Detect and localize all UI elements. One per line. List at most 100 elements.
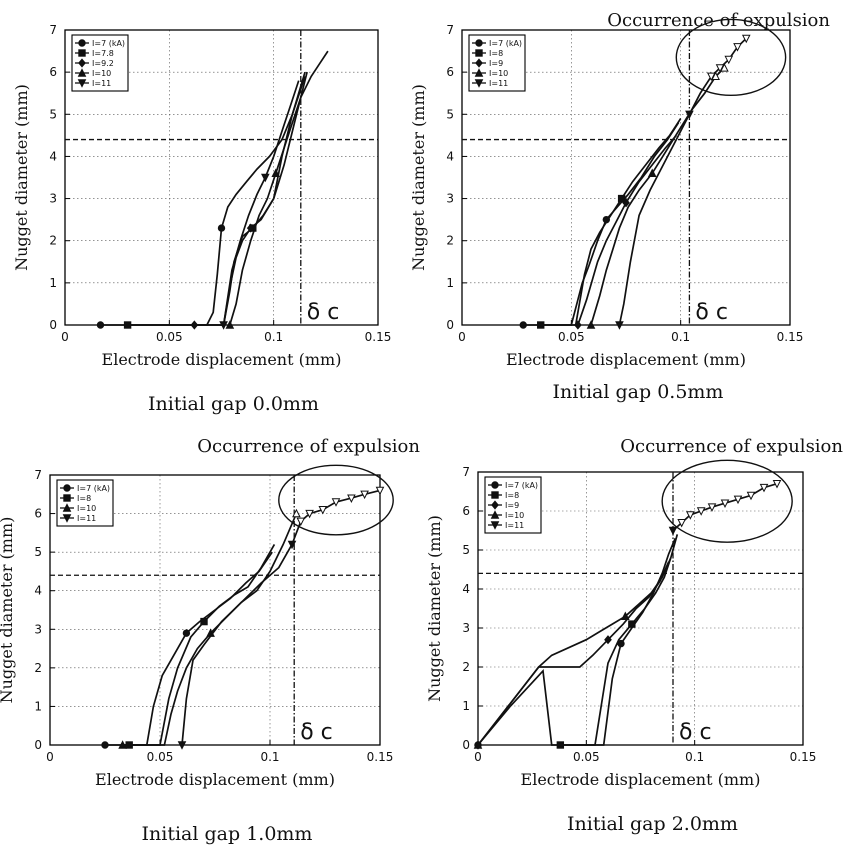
y-tick-label: 0 [462,738,470,752]
series-line-5 [222,80,300,326]
y-tick-label: 2 [49,234,57,248]
data-point-marker [287,540,297,550]
y-axis-title: Nugget diameter (mm) [425,515,444,702]
x-axis-title: Electrode displacement (mm) [102,350,342,369]
data-point-marker [519,321,527,329]
data-point-marker [746,491,756,501]
data-point-marker [296,517,306,527]
chart-panel-4: 0 0.05 0.1 0.15 0 1 2 3 4 5 6 7 Electrode displaceme… [425,436,843,835]
plot-frame [461,29,791,326]
x-axis-title: Electrode displacement (mm) [521,770,761,789]
data-point-marker [318,506,328,515]
series-line-1 [105,551,273,746]
legend-entry: I=11 [92,79,111,88]
chart-panel-2: 0 0.05 0.1 0.15 0 1 2 3 4 5 6 7 Electrode displaceme… [409,10,830,403]
legend-entry: I=10 [77,504,96,513]
data-point-marker [677,519,686,528]
x-tick-label: 0.1 [685,750,704,764]
series-line-4 [590,67,725,326]
data-point-marker [271,168,281,177]
data-point-marker [604,635,612,645]
y-tick-label: 5 [446,107,454,121]
data-point-marker [686,511,695,520]
y-tick-label: 3 [446,192,454,206]
x-tick-label: 0.05 [573,750,600,764]
x-tick-label: 0 [474,750,482,764]
data-point-marker [586,320,596,329]
legend: I=7 (kA)I=8I=10I=11 [56,479,114,527]
legend-entry: I=7 (kA) [505,481,538,490]
x-tick-label: 0.05 [558,330,585,344]
data-point-marker [715,64,725,73]
data-point-marker [617,194,626,203]
y-tick-label: 5 [49,107,57,121]
data-point-marker [347,494,356,503]
expulsion-annotation: Occurrence of expulsion [197,436,420,457]
data-point-marker [177,741,187,750]
y-tick-label: 6 [34,507,42,521]
y-tick-label: 6 [446,65,454,79]
legend-entry: I=8 [489,49,503,58]
legend-entry: I=10 [92,69,111,78]
data-point-marker [668,526,678,536]
series-line-4 [181,489,381,746]
y-tick-label: 0 [49,318,57,332]
legend-marker [490,510,500,519]
legend-entry: I=8 [77,494,91,503]
y-tick-label: 2 [446,234,454,248]
panel-caption: Initial gap 2.0mm [567,813,738,835]
legend-entry: I=9.2 [92,59,114,68]
x-axis-title: Electrode displacement (mm) [506,350,746,369]
y-tick-label: 7 [49,23,57,37]
data-point-marker [707,503,717,512]
data-point-marker [246,223,255,233]
legend-marker [62,514,72,523]
data-point-marker [696,507,706,516]
legend-entry: I=7 (kA) [77,484,110,493]
delta-c-label: δ c [679,720,712,745]
y-axis-title: Nugget diameter (mm) [409,84,428,271]
data-point-marker [473,740,483,749]
data-point-marker [190,320,199,330]
data-point-marker [706,72,716,82]
legend-entry: I=10 [505,511,524,520]
x-tick-label: 0.15 [777,330,804,344]
x-tick-label: 0.05 [156,330,183,344]
legend-marker [63,484,71,492]
x-tick-label: 0 [61,330,69,344]
x-tick-label: 0.15 [365,330,392,344]
series-line-1 [100,76,306,326]
panel-caption: Initial gap 0.5mm [553,381,724,403]
series-line-4 [228,50,329,326]
data-point-marker [711,71,720,81]
legend-marker [475,49,483,57]
data-point-marker [225,320,235,329]
y-tick-label: 5 [462,543,470,557]
expulsion-annotation: Occurrence of expulsion [620,436,843,457]
legend-marker [475,58,483,68]
expulsion-ellipse [675,18,787,97]
series-line-3 [577,134,677,326]
legend-entry: I=7.8 [92,49,114,58]
y-tick-label: 5 [34,545,42,559]
y-tick-label: 1 [462,699,470,713]
data-point-marker [647,168,657,177]
legend-marker [491,481,499,489]
plot-frame [477,471,804,746]
legend-marker [78,58,86,68]
y-tick-label: 4 [462,582,470,596]
legend-marker [474,79,484,88]
data-point-marker [261,173,270,183]
legend: I=7 (kA)I=7.8I=9.2I=10I=11 [71,34,129,92]
y-tick-label: 4 [446,149,454,163]
legend-entry: I=7 (kA) [92,39,125,48]
data-point-marker [741,34,751,44]
data-point-marker [685,110,694,120]
data-point-marker [720,63,729,72]
y-tick-label: 0 [446,318,454,332]
data-point-marker [622,198,630,208]
legend-marker [475,39,483,47]
x-tick-label: 0 [46,750,54,764]
legend-marker [63,494,71,502]
